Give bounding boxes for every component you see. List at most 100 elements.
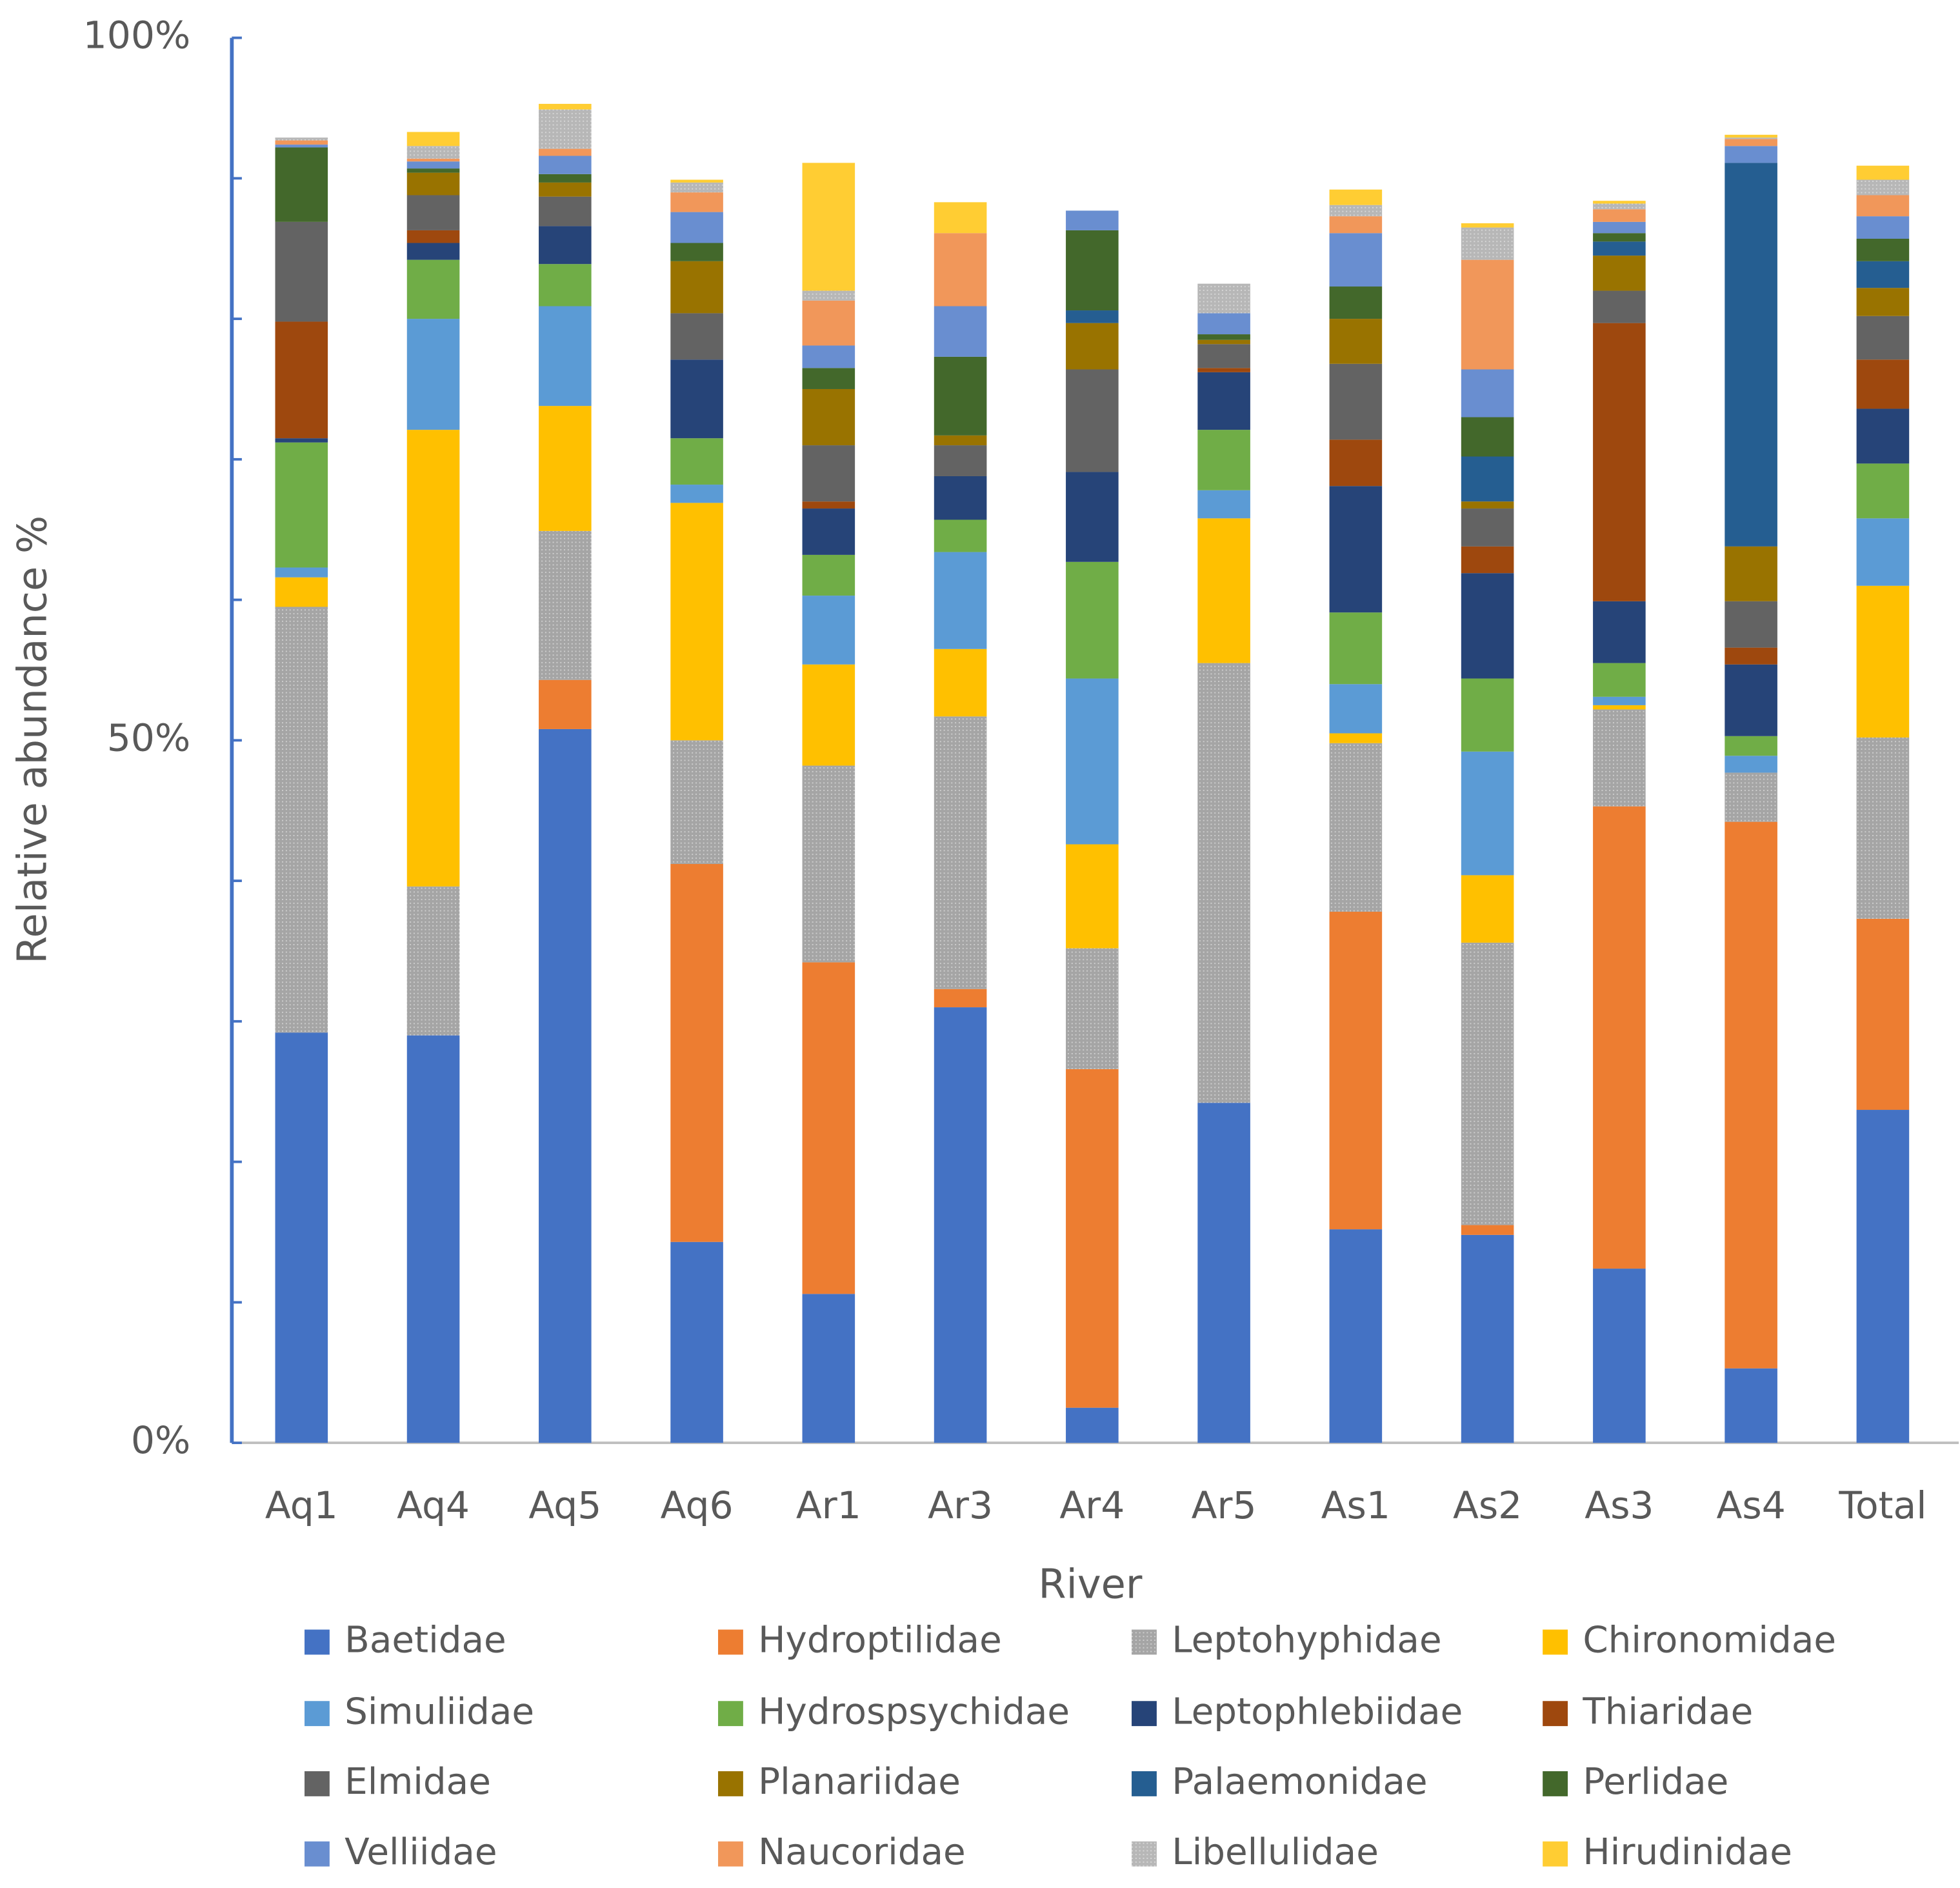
bar-segment — [1856, 216, 1910, 239]
legend-swatch — [1543, 1629, 1568, 1655]
legend-label: Elmidae — [345, 1761, 491, 1803]
bar-segment — [1197, 372, 1250, 430]
legend-swatch — [718, 1629, 743, 1655]
bar-segment — [934, 445, 987, 476]
bar-segment — [1329, 286, 1383, 319]
legend-label: Thiaridae — [1582, 1691, 1753, 1732]
bar-segment — [539, 306, 592, 407]
legend-swatch — [718, 1841, 743, 1867]
bar-segment — [1329, 439, 1383, 487]
bar-segment — [1066, 561, 1119, 679]
bar-segment — [275, 1032, 328, 1443]
x-tick-label: Ar3 — [928, 1483, 993, 1527]
bar-segment — [539, 226, 592, 265]
bar-segment — [275, 140, 328, 145]
bar-segment — [275, 577, 328, 607]
bar-segment — [275, 438, 328, 443]
bar-segment — [1725, 756, 1777, 773]
bar-segment — [802, 368, 855, 389]
bar-segment — [1725, 1368, 1777, 1443]
bar-segment — [539, 728, 592, 1443]
legend-swatch — [305, 1771, 330, 1796]
bar-segment — [1725, 137, 1777, 139]
y-tick-label: 0% — [131, 1418, 190, 1462]
bar-segment — [1461, 456, 1514, 502]
bar-segment — [539, 530, 592, 680]
bar-segment — [1197, 490, 1250, 519]
bar-segment — [1461, 417, 1514, 457]
legend-label: Baetidae — [345, 1620, 506, 1662]
bar-segment — [1856, 261, 1910, 288]
bar-segment — [539, 156, 592, 174]
x-tick-label: Total — [1838, 1483, 1926, 1527]
bar-segment — [275, 137, 328, 141]
bar-segment — [1066, 472, 1119, 562]
bar-segment — [1461, 751, 1514, 876]
bar-segment — [1329, 363, 1383, 440]
bar-segment — [539, 109, 592, 149]
bar-segment — [275, 145, 328, 148]
y-axis-title: Relative abundance % — [8, 516, 55, 964]
bar-segment — [934, 552, 987, 649]
legend-swatch — [1132, 1841, 1157, 1867]
bar-segment — [1593, 705, 1646, 710]
bar-segment — [1066, 369, 1119, 472]
bar-segment — [1461, 678, 1514, 752]
x-tick-label: As4 — [1716, 1483, 1785, 1527]
legend-label: Palaemonidae — [1172, 1761, 1427, 1803]
bar-segment — [802, 596, 855, 665]
bar-segment — [1856, 238, 1910, 261]
bar-segment — [934, 716, 987, 989]
bar-segment — [1329, 743, 1383, 912]
bar-segment — [1725, 546, 1777, 601]
bar-segment — [1461, 546, 1514, 574]
bar-segment — [934, 435, 987, 446]
bar-segment — [1593, 290, 1646, 323]
legend-label: Hydroptilidae — [758, 1620, 1002, 1662]
bar-segment — [406, 1035, 460, 1443]
bar-segment — [1856, 1110, 1910, 1443]
bar-segment — [275, 147, 328, 222]
bar-segment — [539, 182, 592, 197]
bar-segment — [1197, 283, 1250, 314]
x-tick-label: Ar4 — [1059, 1483, 1125, 1527]
bar-segment — [1856, 316, 1910, 360]
bar-segment — [406, 259, 460, 319]
bar-segment — [802, 345, 855, 368]
legend-label: Libellulidae — [1172, 1831, 1379, 1873]
x-tick-label: Ar1 — [796, 1483, 861, 1527]
bar-segment — [1329, 612, 1383, 685]
bar-segment — [406, 172, 460, 196]
x-axis-title: River — [1038, 1561, 1142, 1608]
bar-segment — [802, 501, 855, 509]
bar-segment — [1066, 310, 1119, 323]
legend-swatch — [1132, 1701, 1157, 1727]
bar-segment — [1461, 227, 1514, 260]
legend-label: Perlidae — [1583, 1761, 1728, 1803]
bar-segment — [406, 886, 460, 1036]
legend-label: Hydrospsychidae — [758, 1691, 1070, 1732]
bar-segment — [802, 445, 855, 502]
bar-segment — [1856, 195, 1910, 217]
bar-segment — [802, 765, 855, 963]
legend-label: Planariidae — [758, 1761, 961, 1803]
legend-swatch — [1132, 1629, 1157, 1655]
bar-segment — [539, 196, 592, 226]
bar-segment — [1856, 585, 1910, 738]
bar-segment — [539, 679, 592, 729]
bar-segment — [1461, 942, 1514, 1225]
bar-segment — [275, 442, 328, 568]
legend-swatch — [1543, 1701, 1568, 1727]
legend-label: Leptophlebiidae — [1172, 1691, 1463, 1732]
bar-segment — [670, 212, 723, 243]
bar-segment — [670, 438, 723, 485]
bar-segment — [934, 233, 987, 306]
bar-segment — [1461, 259, 1514, 370]
bar-segment — [1066, 323, 1119, 370]
bar-segment — [1593, 209, 1646, 222]
bar-segment — [1329, 216, 1383, 234]
bar-segment — [1856, 518, 1910, 586]
x-tick-label: Aq5 — [528, 1483, 601, 1527]
bar-segment — [1197, 339, 1250, 345]
